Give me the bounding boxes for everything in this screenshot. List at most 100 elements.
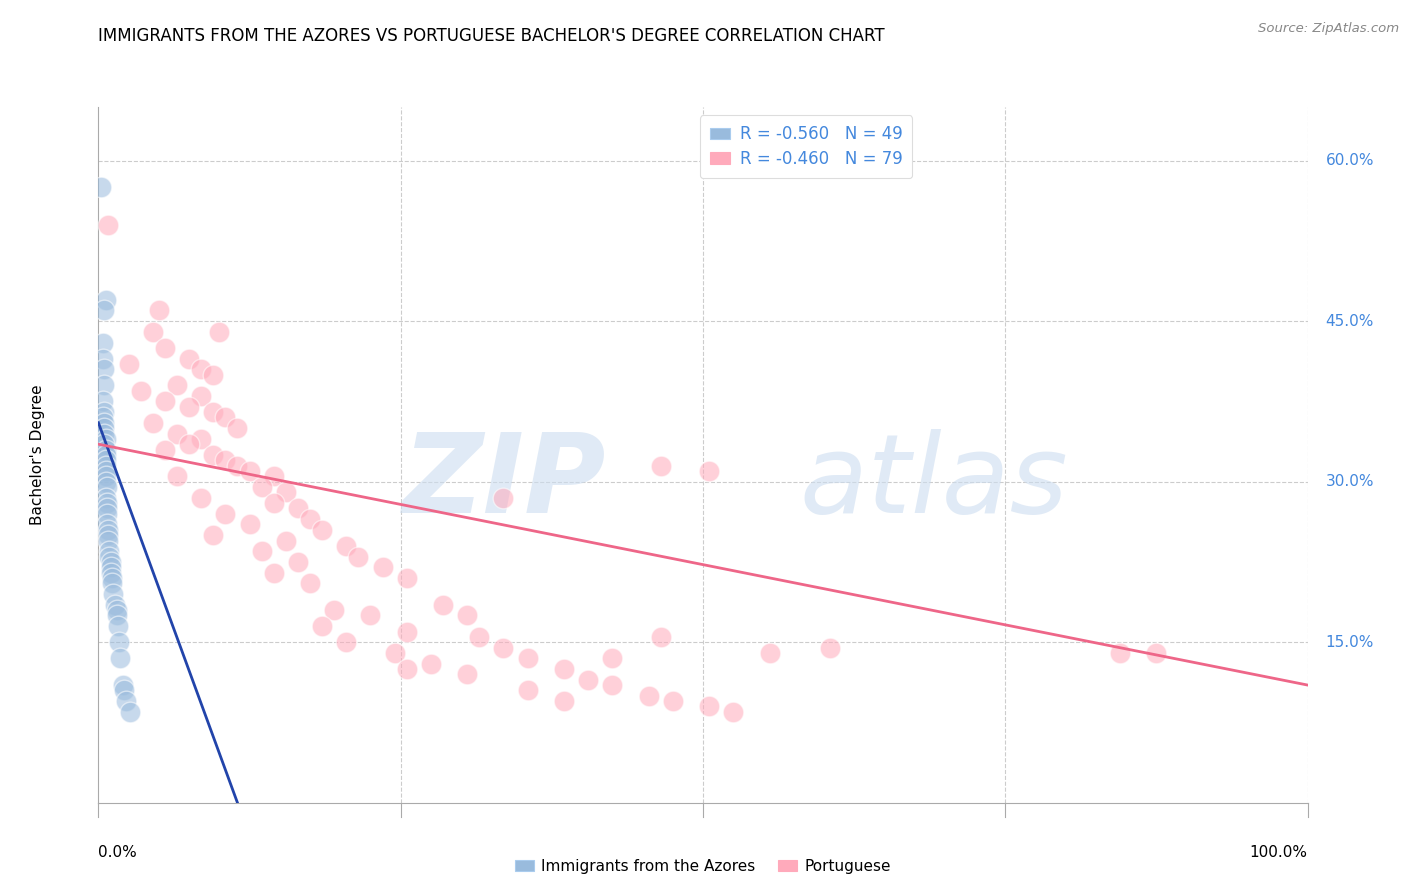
Point: [93, 426, 115, 441]
Point: [226, 458, 249, 473]
Text: atlas: atlas: [800, 429, 1069, 536]
Point: [93, 416, 115, 430]
Text: Bachelor's Degree: Bachelor's Degree: [31, 384, 45, 525]
Point: [111, 678, 134, 692]
Point: [94, 475, 117, 489]
Point: [97, 218, 120, 232]
Point: [384, 646, 406, 660]
Point: [202, 368, 225, 382]
Point: [94, 458, 117, 473]
Legend: R = -0.560   N = 49, R = -0.460   N = 79: R = -0.560 N = 49, R = -0.460 N = 79: [700, 115, 912, 178]
Point: [94, 432, 117, 446]
Point: [456, 667, 478, 681]
Point: [107, 619, 129, 633]
Text: 100.0%: 100.0%: [1250, 845, 1308, 860]
Point: [226, 421, 249, 435]
Point: [263, 496, 285, 510]
Point: [91, 351, 114, 366]
Text: ZIP: ZIP: [402, 429, 606, 536]
Point: [94, 491, 117, 505]
Text: IMMIGRANTS FROM THE AZORES VS PORTUGUESE BACHELOR'S DEGREE CORRELATION CHART: IMMIGRANTS FROM THE AZORES VS PORTUGUESE…: [98, 27, 884, 45]
Point: [96, 496, 118, 510]
Point: [94, 442, 117, 457]
Point: [96, 501, 118, 516]
Point: [93, 378, 115, 392]
Point: [105, 603, 128, 617]
Point: [166, 378, 188, 392]
Point: [91, 410, 114, 425]
Point: [100, 555, 122, 569]
Point: [1144, 646, 1167, 660]
Point: [637, 689, 659, 703]
Point: [600, 651, 623, 665]
Point: [142, 416, 165, 430]
Point: [190, 362, 212, 376]
Point: [153, 442, 176, 457]
Point: [104, 598, 127, 612]
Point: [432, 598, 454, 612]
Point: [96, 517, 118, 532]
Point: [166, 469, 188, 483]
Point: [553, 694, 575, 708]
Point: [105, 608, 128, 623]
Point: [94, 293, 117, 307]
Point: [576, 673, 599, 687]
Point: [697, 699, 720, 714]
Point: [758, 646, 780, 660]
Point: [118, 705, 141, 719]
Point: [250, 480, 273, 494]
Text: 45.0%: 45.0%: [1326, 314, 1374, 328]
Point: [153, 341, 176, 355]
Point: [347, 549, 370, 564]
Point: [650, 458, 672, 473]
Point: [91, 394, 114, 409]
Point: [818, 640, 841, 655]
Text: 0.0%: 0.0%: [98, 845, 138, 860]
Point: [298, 576, 321, 591]
Text: 30.0%: 30.0%: [1326, 475, 1374, 489]
Point: [202, 405, 225, 419]
Point: [214, 453, 236, 467]
Point: [456, 608, 478, 623]
Point: [311, 619, 333, 633]
Point: [723, 705, 745, 719]
Point: [190, 432, 212, 446]
Point: [177, 351, 201, 366]
Point: [101, 587, 124, 601]
Point: [600, 678, 623, 692]
Point: [263, 469, 285, 483]
Point: [148, 303, 170, 318]
Point: [90, 180, 112, 194]
Point: [96, 480, 118, 494]
Point: [323, 603, 346, 617]
Point: [335, 635, 357, 649]
Point: [287, 501, 309, 516]
Point: [650, 630, 672, 644]
Point: [420, 657, 443, 671]
Point: [214, 410, 236, 425]
Point: [492, 491, 515, 505]
Legend: Immigrants from the Azores, Portuguese: Immigrants from the Azores, Portuguese: [509, 853, 897, 880]
Point: [263, 566, 285, 580]
Point: [661, 694, 683, 708]
Point: [311, 523, 333, 537]
Point: [94, 453, 117, 467]
Point: [153, 394, 176, 409]
Point: [697, 464, 720, 478]
Point: [335, 539, 357, 553]
Point: [108, 651, 131, 665]
Point: [142, 325, 165, 339]
Point: [166, 426, 188, 441]
Text: 15.0%: 15.0%: [1326, 635, 1374, 649]
Point: [298, 512, 321, 526]
Point: [202, 448, 225, 462]
Point: [98, 544, 121, 558]
Point: [214, 507, 236, 521]
Point: [250, 544, 273, 558]
Point: [94, 464, 117, 478]
Point: [177, 437, 201, 451]
Point: [115, 694, 138, 708]
Point: [100, 566, 122, 580]
Point: [395, 624, 418, 639]
Point: [287, 555, 309, 569]
